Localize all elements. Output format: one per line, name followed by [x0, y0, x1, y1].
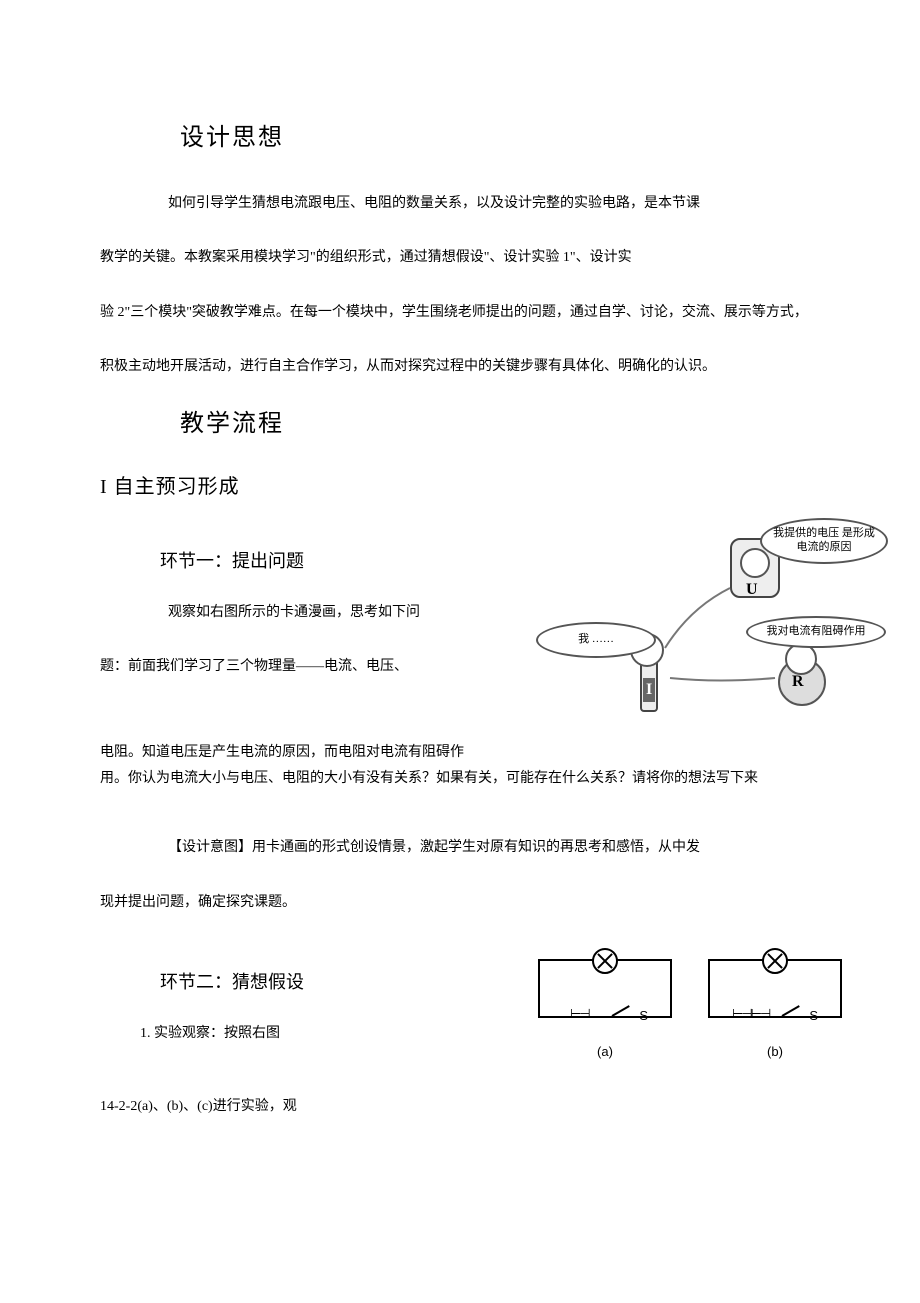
step1-p2: 题：前面我们学习了三个物理量——电流、电压、 — [100, 649, 510, 685]
para-1: 如何引导学生猜想电流跟电压、电阻的数量关系，以及设计完整的实验电路，是本节课 — [140, 186, 860, 222]
circuit-b-wrap: S ⊢⊣⊢⊣ (b) — [690, 959, 860, 1062]
circuit-a: S ⊢⊣ — [538, 959, 672, 1018]
step2-p2: 14-2-2(a)、(b)、(c)进行实验，观 — [100, 1089, 860, 1125]
heading-teaching-flow: 教学流程 — [180, 406, 860, 442]
battery-b-icon: ⊢⊣⊢⊣ — [732, 1004, 769, 1024]
para-3: 验 2"三个模块"突破教学难点。在每一个模块中，学生围绕老师提出的问题，通过自学… — [100, 295, 860, 331]
cartoon-connectors — [530, 518, 860, 738]
step1-p3b: 用。你认为电流大小与电压、电阻的大小有没有关系？如果有关，可能存在什么关系？请将… — [100, 768, 860, 790]
bulb-b-icon — [762, 948, 788, 974]
step1-label: 环节一：提出问题 — [160, 548, 510, 575]
step2-label: 环节二：猜想假设 — [160, 969, 500, 996]
bulb-a-icon — [592, 948, 618, 974]
circuit-a-label: (a) — [520, 1042, 690, 1062]
step1-text-column: 环节一：提出问题 观察如右图所示的卡通漫画，思考如下问 题：前面我们学习了三个物… — [100, 518, 510, 704]
switch-a-arm — [612, 1005, 630, 1017]
step2-p1: 1. 实验观察：按照右图 — [140, 1016, 500, 1052]
step2-text-column: 环节二：猜想假设 1. 实验观察：按照右图 — [100, 939, 500, 1070]
subheading-preview: I 自主预习形成 — [100, 472, 860, 502]
circuit-b: S ⊢⊣⊢⊣ — [708, 959, 842, 1018]
para-4: 积极主动地开展活动，进行自主合作学习，从而对探究过程中的关键步骤有具体化、明确化… — [100, 349, 860, 385]
circuit-a-wrap: S ⊢⊣ (a) — [520, 959, 690, 1062]
cartoon-figure: U 我提供的电压 是形成电流的原因 I 我 …… R 我对电流有阻碍作用 — [530, 518, 860, 738]
step1-design-intent-2: 现并提出问题，确定探究课题。 — [100, 885, 860, 921]
circuit-b-label: (b) — [690, 1042, 860, 1062]
document-page: 设计思想 如何引导学生猜想电流跟电压、电阻的数量关系，以及设计完整的实验电路，是… — [0, 0, 920, 1243]
battery-a-icon: ⊢⊣ — [570, 1004, 589, 1024]
heading-design-thought: 设计思想 — [180, 120, 860, 156]
circuit-diagrams: S ⊢⊣ (a) S ⊢⊣⊢⊣ (b) — [520, 949, 860, 1062]
cartoon-canvas: U 我提供的电压 是形成电流的原因 I 我 …… R 我对电流有阻碍作用 — [530, 518, 860, 738]
para-2: 教学的关键。本教案采用模块学习"的组织形式，通过猜想假设"、设计实验 1"、设计… — [100, 240, 860, 276]
step2-row: 环节二：猜想假设 1. 实验观察：按照右图 S ⊢⊣ (a) S ⊢⊣⊢⊣ — [100, 939, 860, 1070]
switch-b-arm — [782, 1005, 800, 1017]
step1-row: 环节一：提出问题 观察如右图所示的卡通漫画，思考如下问 题：前面我们学习了三个物… — [100, 518, 860, 738]
switch-a-label: S — [639, 1006, 648, 1026]
step1-p1: 观察如右图所示的卡通漫画，思考如下问 — [140, 595, 510, 631]
switch-b-label: S — [809, 1006, 818, 1026]
step1-design-intent: 【设计意图】用卡通画的形式创设情景，激起学生对原有知识的再思考和感悟，从中发 — [140, 830, 860, 866]
step1-p3a: 电阻。知道电压是产生电流的原因，而电阻对电流有阻碍作 — [100, 742, 860, 764]
